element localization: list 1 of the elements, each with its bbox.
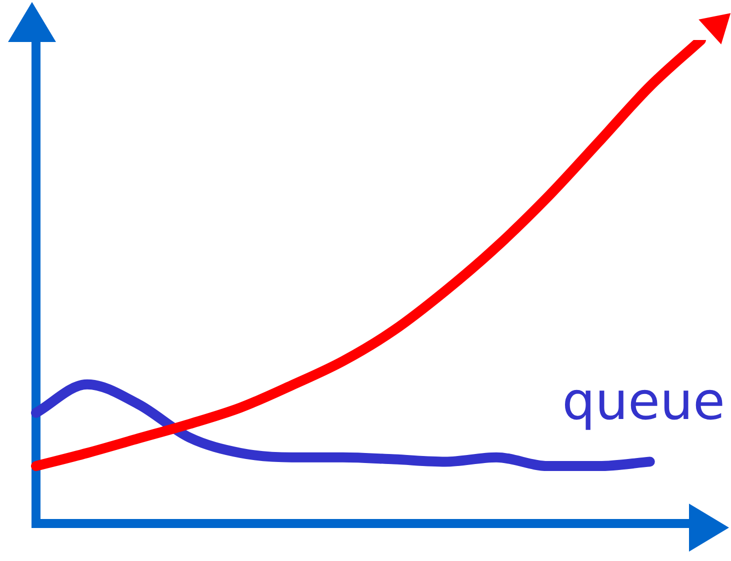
series-label: queue (562, 372, 725, 432)
